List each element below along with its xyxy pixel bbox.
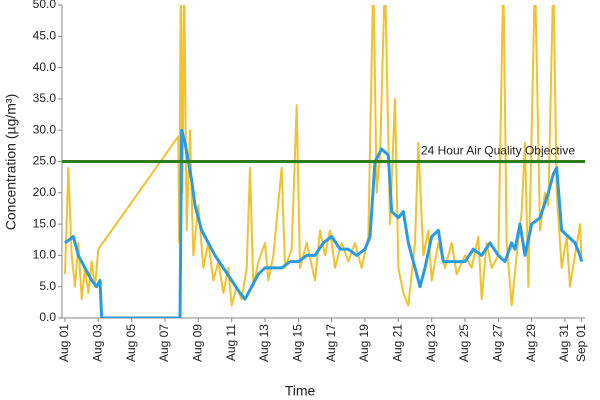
x-tick-label: Aug 05	[124, 324, 138, 362]
y-tick-label: 10.0	[33, 248, 57, 262]
x-tick-label: Aug 11	[224, 324, 238, 361]
x-tick-label: Aug 15	[291, 324, 305, 362]
x-tick-label: Aug 25	[457, 324, 471, 362]
x-tick-label: Aug 19	[357, 324, 371, 362]
plot-area	[64, 5, 584, 318]
x-tick-label: Aug 09	[191, 324, 205, 362]
y-axis-title: Concentration (µg/m³)	[3, 94, 19, 230]
x-tick-label: Aug 01	[57, 324, 71, 362]
y-tick-label: 35.0	[33, 91, 57, 105]
y-tick-label: 45.0	[33, 28, 57, 42]
x-tick-label: Aug 23	[424, 324, 438, 362]
x-tick-label: Aug 21	[391, 324, 405, 362]
objective-label: 24 Hour Air Quality Objective	[421, 144, 575, 158]
x-tick-label: Aug 13	[257, 324, 271, 362]
y-tick-label: 5.0	[39, 279, 56, 293]
x-tick-label: Aug 31	[557, 324, 571, 362]
y-tick-label: 25.0	[33, 154, 57, 168]
x-tick-label: Aug 03	[91, 324, 105, 362]
x-axis-title: Time	[285, 383, 316, 399]
x-tick-label: Aug 29	[524, 324, 538, 362]
x-tick-label: Aug 07	[157, 324, 171, 362]
data-line	[64, 5, 583, 307]
x-tick-label: Aug 17	[324, 324, 338, 362]
y-tick-label: 30.0	[33, 122, 57, 136]
data-line	[64, 128, 584, 318]
y-tick-label: 20.0	[33, 185, 57, 199]
x-tick-label: Aug 27	[491, 324, 505, 362]
y-tick-label: 0.0	[39, 310, 56, 324]
y-tick-label: 40.0	[33, 60, 57, 74]
y-tick-label: 50.0	[33, 0, 57, 11]
y-tick-label: 15.0	[33, 216, 57, 230]
x-tick-label: Sep 01	[574, 324, 588, 362]
